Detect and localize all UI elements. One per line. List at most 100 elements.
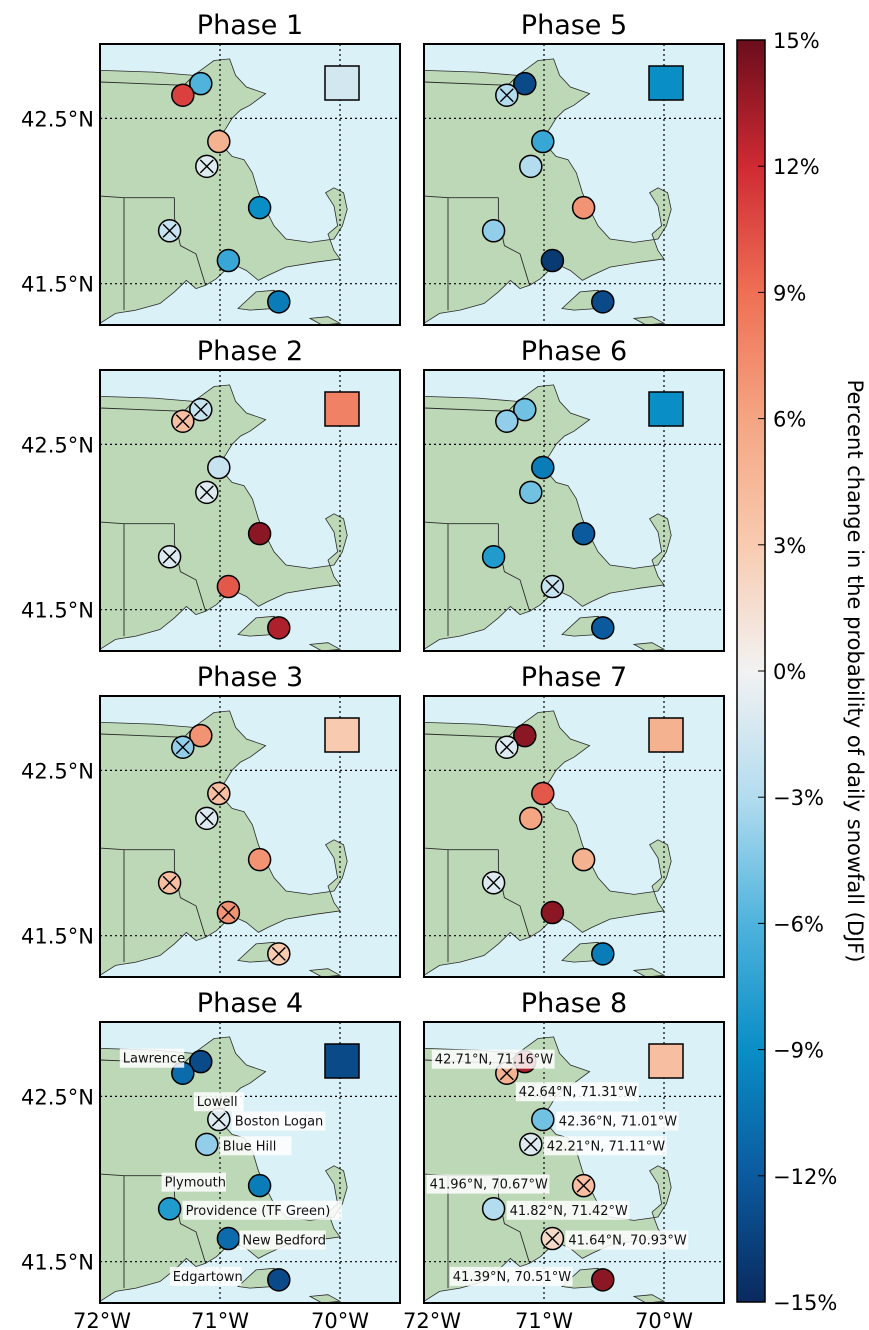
phase-panel: Phase 7 bbox=[423, 662, 725, 978]
station-label-text: 41.64°N, 70.93°W bbox=[568, 1234, 686, 1249]
y-tick-label: 42.5°N bbox=[21, 1085, 94, 1109]
station-marker bbox=[481, 1197, 506, 1221]
station-marker bbox=[591, 1268, 615, 1292]
x-tick-label: 70°W bbox=[311, 1309, 369, 1330]
panel-title: Phase 5 bbox=[521, 10, 627, 41]
y-tick-label: 42.5°N bbox=[21, 107, 94, 131]
insignificant-cross bbox=[545, 1231, 560, 1246]
station-marker bbox=[171, 83, 195, 107]
station-marker bbox=[591, 616, 615, 640]
station-marker bbox=[247, 847, 272, 872]
panel-frame bbox=[423, 1021, 725, 1304]
nantucket bbox=[632, 642, 666, 651]
station-marker bbox=[189, 723, 213, 748]
station-label-bg bbox=[431, 1049, 555, 1069]
insignificant-cross bbox=[162, 223, 177, 238]
regional-mean-square bbox=[324, 717, 360, 753]
insignificant-cross bbox=[199, 485, 214, 500]
phase-panel: Phase 2 42.5°N 41.5°N bbox=[21, 336, 401, 652]
station-label-bg bbox=[426, 1174, 550, 1194]
station-label: 41.39°N, 70.51°W bbox=[449, 1266, 573, 1286]
phase-panel: Phase 6 bbox=[423, 336, 725, 652]
station-label-text: 41.82°N, 71.42°W bbox=[510, 1204, 628, 1219]
colorbar-label: Percent change in the probability of dai… bbox=[843, 380, 867, 963]
panel-title: Phase 4 bbox=[197, 988, 303, 1019]
station-marker bbox=[481, 219, 506, 243]
station-label-text: Edgartown bbox=[173, 1270, 243, 1285]
station-label-bg bbox=[543, 1136, 667, 1156]
x-tick-label: 72°W bbox=[403, 1309, 461, 1330]
regional-mean-square bbox=[648, 717, 684, 753]
colorbar-tick-label: −9% bbox=[773, 1039, 824, 1063]
regional-mean-square bbox=[648, 65, 684, 101]
regional-mean-square bbox=[324, 1043, 360, 1079]
state-border bbox=[497, 523, 531, 612]
station-marker bbox=[216, 574, 241, 599]
insignificant-cross bbox=[175, 740, 190, 755]
nantucket bbox=[308, 1294, 342, 1303]
station-marker bbox=[189, 71, 213, 96]
x-tick-label: 71°W bbox=[191, 1309, 249, 1330]
colorbar-tick-label: 6% bbox=[773, 408, 806, 432]
station-marker bbox=[591, 942, 615, 966]
phase-panel: Phase 3 42.5°N 41.5°N bbox=[21, 662, 401, 978]
colorbar-tick-label: −12% bbox=[773, 1165, 837, 1189]
colorbar-tick-label: 0% bbox=[773, 660, 806, 684]
colorbar-tick-label: −15% bbox=[773, 1291, 837, 1315]
station-marker bbox=[519, 806, 543, 831]
insignificant-cross bbox=[499, 1066, 514, 1081]
regional-mean-square bbox=[324, 65, 360, 101]
panel-frame bbox=[423, 369, 725, 652]
station-marker bbox=[247, 195, 272, 220]
state-border bbox=[173, 849, 207, 938]
station-label: 42.64°N, 71.31°W bbox=[515, 1082, 639, 1102]
station-label-text: Boston Logan bbox=[235, 1115, 323, 1130]
panel-title: Phase 3 bbox=[197, 662, 303, 693]
insignificant-cross bbox=[499, 740, 514, 755]
station-marker bbox=[519, 154, 543, 179]
station-label: 42.71°N, 71.16°W bbox=[431, 1049, 555, 1069]
panel-frame bbox=[99, 1021, 401, 1304]
nantucket bbox=[308, 316, 342, 325]
panel-title: Phase 1 bbox=[197, 10, 303, 41]
station-marker bbox=[540, 248, 565, 273]
station-label: Blue Hill bbox=[219, 1136, 292, 1156]
station-label: 41.82°N, 71.42°W bbox=[506, 1200, 630, 1220]
insignificant-cross bbox=[523, 1137, 538, 1152]
station-marker bbox=[267, 290, 291, 314]
insignificant-cross bbox=[576, 1178, 591, 1193]
station-label: 41.96°N, 70.67°W bbox=[426, 1174, 550, 1194]
station-label: Edgartown bbox=[169, 1266, 243, 1286]
station-marker bbox=[571, 521, 596, 546]
station-label: Lawrence bbox=[119, 1048, 185, 1068]
station-label: 42.36°N, 71.01°W bbox=[555, 1111, 679, 1131]
panel-frame bbox=[99, 43, 401, 326]
nantucket bbox=[632, 968, 666, 977]
insignificant-cross bbox=[545, 579, 560, 594]
colorbar-tick-label: 3% bbox=[773, 534, 806, 558]
station-label-text: Providence (TF Green) bbox=[186, 1204, 331, 1219]
state-border bbox=[497, 197, 531, 286]
station-label: Providence (TF Green) bbox=[182, 1200, 342, 1220]
station-marker bbox=[495, 409, 519, 433]
mainland bbox=[424, 370, 672, 651]
insignificant-cross bbox=[199, 159, 214, 174]
station-label: Lowell bbox=[193, 1092, 244, 1112]
nantucket bbox=[632, 316, 666, 325]
station-marker bbox=[571, 195, 596, 220]
station-label-bg bbox=[169, 1266, 242, 1286]
station-label-text: Lowell bbox=[197, 1095, 238, 1110]
regional-mean-square bbox=[648, 391, 684, 427]
insignificant-cross bbox=[211, 786, 226, 801]
insignificant-cross bbox=[162, 549, 177, 564]
colorbar-tick-label: −6% bbox=[773, 912, 824, 936]
x-tick-label: 72°W bbox=[73, 1309, 131, 1330]
station-marker bbox=[540, 900, 565, 925]
station-label: Boston Logan bbox=[231, 1111, 326, 1131]
state-border bbox=[100, 1173, 175, 1177]
mainland bbox=[100, 696, 348, 977]
colorbar-tick-label: 12% bbox=[773, 155, 820, 179]
insignificant-cross bbox=[271, 946, 286, 961]
station-label-text: 42.36°N, 71.01°W bbox=[559, 1115, 677, 1130]
